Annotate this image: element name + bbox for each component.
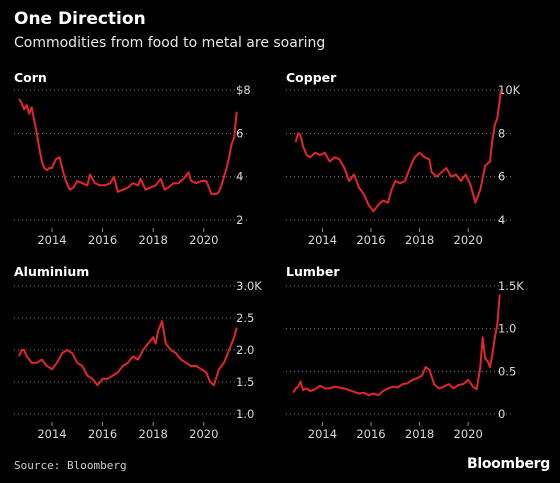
panel-title: Aluminium [14,264,89,279]
series-line [18,98,238,195]
y-tick-label: 6 [498,170,505,184]
x-tick-label: 2016 [356,427,385,441]
x-tick-label: 2016 [88,427,117,441]
y-tick-label: 10K [498,83,521,97]
x-tick-label: 2014 [308,427,337,441]
x-tick-label: 2016 [88,233,117,247]
series-line [292,294,501,397]
panel-copper: Copper 4 6 8 10K 2014 2016 2018 2020 [286,70,521,247]
y-tick-label: 1.5K [498,279,524,293]
y-tick-label: 0.5 [498,364,516,378]
chart-title: One Direction [14,9,146,29]
x-tick-label: 2018 [139,233,168,247]
x-tick-label: 2018 [405,233,434,247]
panel-title: Lumber [286,264,340,279]
x-tick-label: 2014 [37,233,66,247]
x-tick-label: 2020 [454,233,483,247]
y-tick-label: 4 [236,170,243,184]
panel-title: Corn [14,70,47,85]
chart-subtitle: Commodities from food to metal are soari… [14,35,326,51]
panel-corn: Corn 2 4 6 $8 2014 2016 2018 2020 [14,70,251,247]
panel-aluminium: Aluminium 1.0 1.5 2.0 2.5 3.0K 2014 2016 2018 202… [14,264,262,441]
x-tick-label: 2014 [308,233,337,247]
x-tick-label: 2020 [189,427,218,441]
source-note: Source: Bloomberg [14,459,127,472]
y-tick-label: 0 [498,407,505,421]
y-tick-label: 6 [236,126,243,140]
y-tick-label: 1.0 [498,322,516,336]
y-tick-label: 4 [498,213,505,227]
series-line [294,89,502,213]
panel-title: Copper [286,70,337,85]
x-tick-label: 2014 [37,427,66,441]
y-tick-label: 2.5 [236,311,254,325]
y-tick-label: 8 [498,126,505,140]
bloomberg-logo: Bloomberg [466,456,550,472]
panel-lumber: Lumber 0 0.5 1.0 1.5K 2014 2016 2018 2020 [286,264,524,441]
x-tick-label: 2018 [405,427,434,441]
y-tick-label: $8 [236,83,251,97]
x-tick-label: 2016 [356,233,385,247]
x-tick-label: 2020 [189,233,218,247]
y-tick-label: 3.0K [236,279,262,293]
y-tick-label: 2 [236,213,243,227]
y-tick-label: 2.0 [236,343,254,357]
y-tick-label: 1.5 [236,375,254,389]
x-tick-label: 2018 [139,427,168,441]
series-line [18,320,238,387]
x-tick-label: 2020 [454,427,483,441]
y-tick-label: 1.0 [236,407,254,421]
